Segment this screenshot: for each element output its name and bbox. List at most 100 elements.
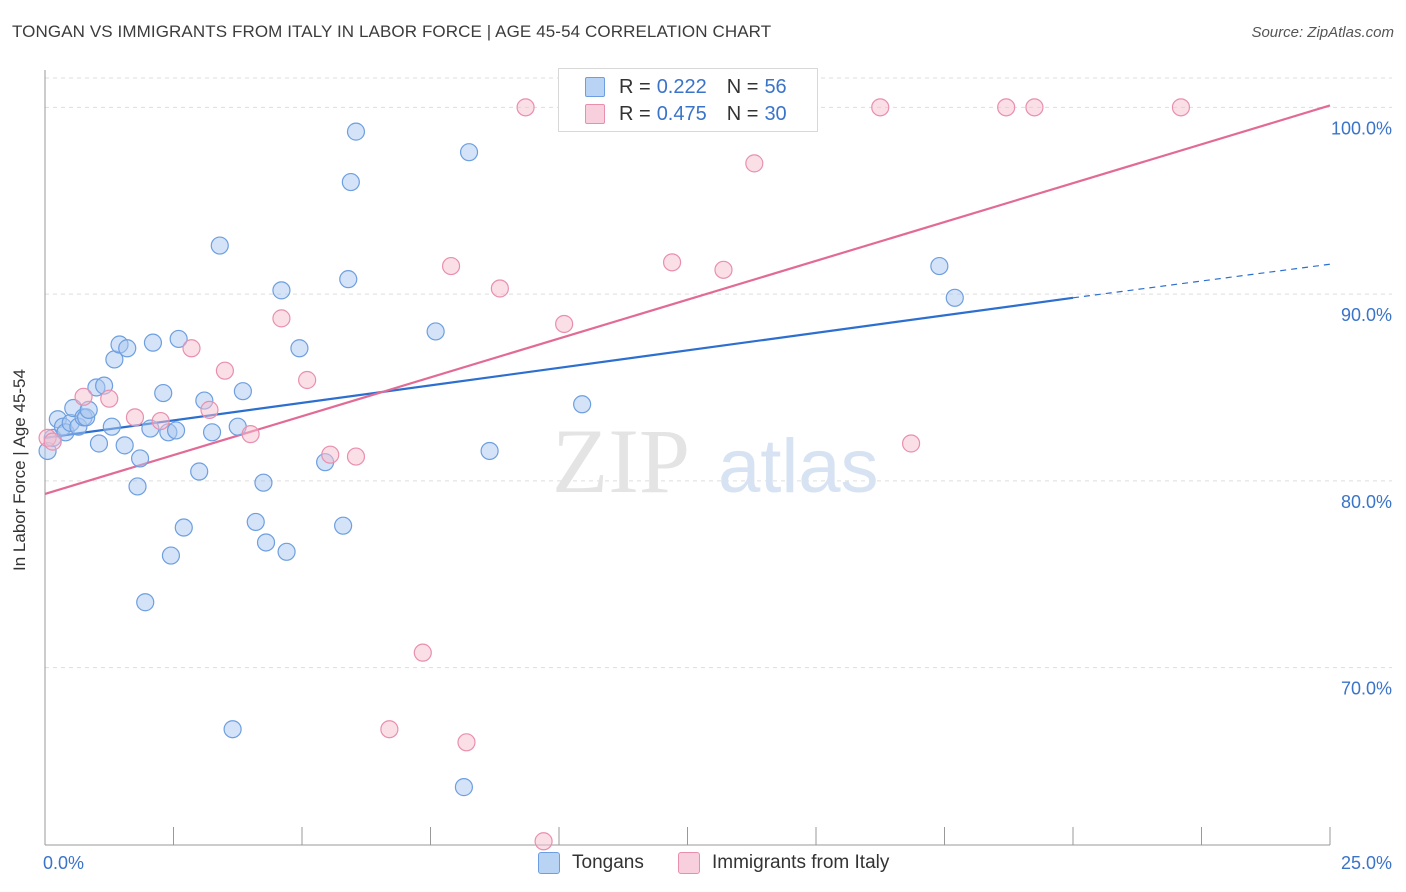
tongans-point <box>246 512 265 532</box>
italy-point <box>714 260 733 279</box>
tongans-point <box>272 281 291 300</box>
legend-swatch-tongans <box>585 77 605 97</box>
y-tick-label: 90.0% <box>1341 305 1392 325</box>
source-label: Source: ZipAtlas.com <box>1251 24 1394 41</box>
tongans-point <box>459 143 479 162</box>
italy-point <box>745 154 764 173</box>
legend-item-tongans[interactable]: Tongans <box>538 852 644 874</box>
tongans-point <box>136 593 155 612</box>
italy-point <box>272 309 291 328</box>
tongans-point <box>161 546 181 565</box>
y-axis-label: In Labor Force | Age 45-54 <box>10 369 29 571</box>
tongans-point <box>277 542 296 561</box>
tongans-point <box>256 533 276 552</box>
italy-point <box>74 387 93 406</box>
tongans-point <box>945 288 964 307</box>
italy-trend-line <box>44 104 1331 495</box>
legend-r-value: 0.222 <box>656 75 707 98</box>
tongans-point <box>339 270 358 289</box>
italy-point <box>516 98 535 117</box>
italy-point <box>241 425 260 444</box>
italy-point <box>380 720 399 739</box>
italy-point <box>457 733 476 752</box>
italy-point <box>534 832 553 851</box>
watermark-zip: ZIP <box>552 410 690 512</box>
data-points <box>38 98 1191 851</box>
tongans-point <box>89 434 109 453</box>
y-tick-label: 100.0% <box>1331 118 1392 138</box>
italy-point <box>100 389 119 408</box>
italy-point <box>125 408 145 427</box>
tick-labels: 70.0% 80.0% 90.0% 100.0% 0.0% 25.0% <box>43 118 1392 873</box>
tongans-point <box>341 172 360 192</box>
italy-point <box>321 445 340 464</box>
italy-point <box>997 98 1016 117</box>
legend-row-tongans: R = 0.222 N = 56 <box>585 74 787 100</box>
correlation-legend: R = 0.222 N = 56 R = 0.475 N = 30 <box>558 68 818 132</box>
italy-point <box>215 361 234 380</box>
tongans-point <box>480 441 499 461</box>
tongans-point <box>130 449 150 468</box>
tongans-point <box>573 395 592 414</box>
italy-point <box>1171 98 1191 117</box>
italy-point <box>43 432 62 451</box>
legend-n-label: N = <box>726 75 759 98</box>
tongans-point <box>115 436 134 455</box>
watermark: ZIP atlas <box>552 410 879 512</box>
legend-item-italy[interactable]: Immigrants from Italy <box>678 852 889 874</box>
watermark-atlas: atlas <box>718 424 879 509</box>
legend-label-italy: Immigrants from Italy <box>712 852 890 873</box>
tongans-point <box>202 423 222 442</box>
italy-point <box>871 98 890 117</box>
italy-point <box>1025 98 1044 117</box>
tongans-point <box>210 236 229 255</box>
chart-title: TONGAN VS IMMIGRANTS FROM ITALY IN LABOR… <box>12 22 772 41</box>
tongans-point <box>174 518 193 537</box>
italy-point <box>901 434 921 453</box>
tongans-point <box>223 720 242 739</box>
legend-row-italy: R = 0.475 N = 30 <box>585 101 787 127</box>
tongans-point <box>454 778 474 797</box>
tongans-point <box>346 122 366 141</box>
italy-point <box>555 314 574 334</box>
italy-point <box>662 253 682 272</box>
y-tick-label: 70.0% <box>1341 679 1392 699</box>
tongans-point <box>930 256 949 276</box>
legend-r-value: 0.475 <box>656 102 707 125</box>
y-tick-label: 80.0% <box>1341 492 1392 512</box>
tongans-point <box>154 383 173 403</box>
legend-n-value: 56 <box>764 75 787 98</box>
legend-r-label: R = <box>619 102 651 125</box>
grid-lines <box>45 77 1392 669</box>
tongans-point <box>118 339 137 358</box>
legend-swatch-italy <box>678 852 700 874</box>
tongans-point <box>290 339 309 358</box>
tongans-point <box>128 477 147 496</box>
tongans-point <box>426 322 445 341</box>
legend-n-label: N = <box>726 102 759 125</box>
tongans-point <box>334 516 353 535</box>
tongans-point <box>143 333 163 352</box>
italy-point <box>441 256 461 276</box>
italy-point <box>200 400 219 419</box>
tongans-point <box>190 462 209 481</box>
italy-point <box>151 411 170 431</box>
italy-point <box>413 643 432 662</box>
tongans-trend-extension <box>1072 263 1331 299</box>
x-tick-label: 0.0% <box>43 853 84 873</box>
legend-swatch-italy <box>585 104 605 124</box>
legend-label-tongans: Tongans <box>572 852 644 873</box>
tongans-point <box>169 329 188 349</box>
tongans-point <box>254 473 273 492</box>
italy-point <box>182 339 201 358</box>
legend-swatch-tongans <box>538 852 560 874</box>
italy-point <box>490 279 509 298</box>
italy-point <box>346 447 366 466</box>
legend-n-value: 30 <box>764 102 787 125</box>
legend-r-label: R = <box>619 75 651 98</box>
tongans-point <box>102 417 121 436</box>
tongans-point <box>233 382 252 401</box>
tongans-point <box>166 421 186 440</box>
x-tick-label: 25.0% <box>1341 853 1392 873</box>
